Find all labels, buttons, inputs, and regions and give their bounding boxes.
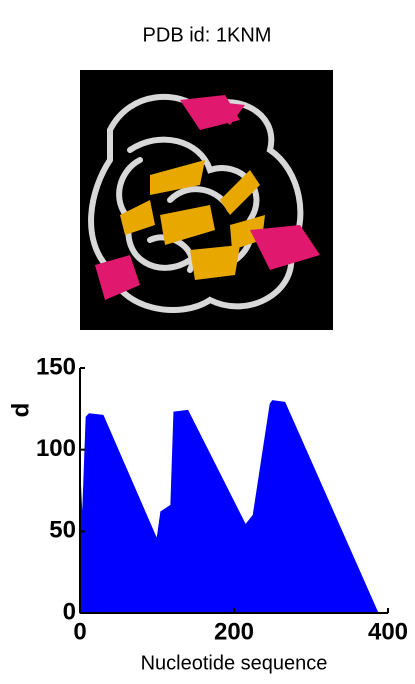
y-tick-label: 50	[49, 517, 76, 544]
y-tick-label: 150	[36, 353, 76, 380]
x-tick-label: 0	[73, 618, 86, 645]
y-axis-label: d	[7, 403, 34, 418]
area	[80, 401, 378, 613]
protein-image	[80, 70, 333, 330]
x-tick-label: 200	[214, 618, 254, 645]
figure-title: PDB id: 1KNM	[143, 24, 272, 46]
y-tick-label: 100	[36, 435, 76, 462]
x-axis-label: Nucleotide sequence	[141, 652, 328, 674]
figure: PDB id: 1KNM d Nucleotide sequence 0 50 10…	[0, 0, 415, 679]
x-tick-label: 400	[368, 618, 408, 645]
page: PDB id: 1KNM d Nucleotide sequence 0 50 10…	[0, 0, 415, 679]
